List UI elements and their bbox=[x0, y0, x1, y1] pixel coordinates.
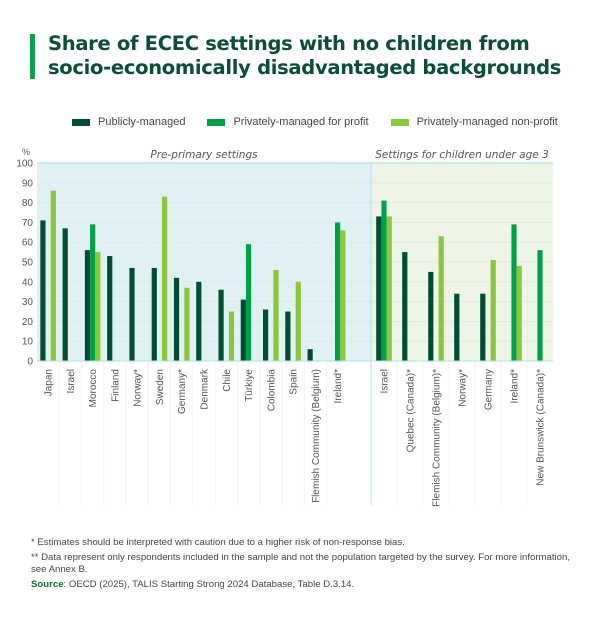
legend-item-private-non-profit: Privately-managed non-profit bbox=[390, 116, 558, 128]
x-tick-label: Ireland* bbox=[510, 369, 521, 404]
bar bbox=[184, 287, 190, 361]
bar bbox=[340, 230, 346, 361]
bar bbox=[511, 224, 517, 361]
legend-label-private-for-profit: Privately-managed for profit bbox=[233, 116, 369, 128]
x-tick-label: Finland bbox=[110, 369, 121, 402]
source-line: Source: OECD (2025), TALIS Starting Stro… bbox=[31, 579, 571, 591]
x-tick-label: Flemish Community (Belgium) bbox=[311, 369, 322, 503]
x-tick-label: Norway* bbox=[133, 369, 144, 407]
bar bbox=[537, 250, 543, 361]
bar bbox=[95, 252, 101, 361]
title-accent-bar bbox=[30, 34, 35, 79]
bar bbox=[162, 196, 168, 361]
bar bbox=[454, 293, 460, 361]
footnote-estimates: * Estimates should be interpreted with c… bbox=[31, 537, 405, 548]
bar bbox=[90, 224, 96, 361]
bar bbox=[285, 311, 291, 361]
y-tick-label-0: 0 bbox=[27, 357, 33, 368]
legend-swatch-private-non-profit bbox=[390, 118, 409, 126]
y-tick-label-70: 70 bbox=[22, 218, 34, 229]
bar-chart: 0 10 20 30 40 50 60 70 80 90 100% Pre-primary setti… bbox=[16, 147, 553, 507]
bar bbox=[480, 293, 486, 361]
legend-label-publicly-managed: Publicly-managed bbox=[98, 116, 186, 128]
bar bbox=[402, 252, 408, 361]
x-tick-label: Türkiye bbox=[244, 369, 255, 402]
y-tick-label-20: 20 bbox=[22, 317, 34, 328]
bar bbox=[228, 311, 235, 361]
x-tick-label: Ireland* bbox=[333, 369, 344, 404]
legend-swatch-private-for-profit bbox=[207, 118, 226, 126]
legend-label-private-non-profit: Privately-managed non-profit bbox=[416, 116, 558, 128]
chart-title-line-1: Share of ECEC settings with no children … bbox=[48, 32, 530, 55]
bar bbox=[84, 250, 91, 361]
legend: Publicly-managed Privately-managed for p… bbox=[72, 116, 558, 128]
x-tick-label: Spain bbox=[289, 369, 300, 395]
bar bbox=[196, 281, 202, 361]
bar bbox=[129, 267, 135, 361]
chart-title-line-2: socio-economically disadvantaged backgro… bbox=[48, 56, 562, 79]
bar bbox=[381, 200, 387, 361]
x-tick-label: New Brunswick (Canada)* bbox=[536, 369, 547, 486]
bar bbox=[307, 349, 313, 361]
bar bbox=[335, 222, 341, 361]
y-tick-label-60: 60 bbox=[22, 238, 34, 249]
y-tick-label-30: 30 bbox=[22, 297, 34, 308]
x-tick-label: Sweden bbox=[155, 369, 166, 405]
source-label: Source bbox=[31, 579, 64, 590]
footnote-respondents: ** Data represent only respondents inclu… bbox=[31, 552, 570, 575]
y-tick-label-90: 90 bbox=[22, 178, 34, 189]
bar bbox=[516, 265, 522, 361]
legend-item-publicly-managed: Publicly-managed bbox=[72, 116, 185, 128]
x-tick-label: Japan bbox=[44, 369, 55, 396]
bar bbox=[62, 228, 68, 361]
bar bbox=[386, 216, 392, 361]
x-tick-label: Flemish Community (Belgium)* bbox=[432, 369, 443, 507]
x-tick-label: Germany* bbox=[177, 369, 188, 414]
bar bbox=[295, 281, 301, 361]
bar bbox=[428, 271, 434, 361]
bar bbox=[376, 216, 382, 361]
bar bbox=[490, 260, 496, 361]
x-tick-label: Germany bbox=[484, 369, 495, 410]
legend-item-private-for-profit: Privately-managed for profit bbox=[207, 116, 369, 128]
bar bbox=[273, 269, 279, 361]
source-text: : OECD (2025), TALIS Starting Strong 202… bbox=[63, 579, 355, 590]
x-tick-label: Denmark bbox=[200, 368, 211, 410]
x-tick-label: Morocco bbox=[88, 369, 99, 408]
bar bbox=[263, 309, 269, 361]
footnotes: * Estimates should be interpreted with c… bbox=[31, 537, 571, 594]
chart-title: Share of ECEC settings with no children … bbox=[48, 32, 561, 80]
x-tick-label: Chile bbox=[222, 369, 233, 392]
bar bbox=[173, 277, 180, 361]
legend-swatch-publicly-managed bbox=[72, 118, 90, 126]
bar bbox=[240, 299, 246, 361]
bar bbox=[151, 267, 157, 361]
y-tick-label-40: 40 bbox=[22, 277, 34, 288]
bar bbox=[50, 190, 56, 361]
panel-pre-primary-title: Pre-primary settings bbox=[150, 149, 258, 161]
x-tick-label: Israel bbox=[380, 369, 391, 393]
x-tick-label: Quebec (Canada)* bbox=[406, 369, 417, 452]
y-tick-label-100: 100 bbox=[16, 159, 33, 170]
bar bbox=[218, 289, 224, 361]
y-tick-label-80: 80 bbox=[22, 198, 34, 209]
panel-under-3-title: Settings for children under age 3 bbox=[375, 149, 549, 161]
bar bbox=[438, 236, 444, 361]
y-tick-label-10: 10 bbox=[22, 337, 34, 348]
bar bbox=[40, 220, 46, 361]
bar bbox=[245, 244, 252, 361]
bar bbox=[107, 256, 113, 361]
y-tick-label-50: 50 bbox=[22, 258, 34, 269]
x-tick-label: Israel bbox=[66, 369, 77, 393]
x-tick-label: Colombia bbox=[266, 369, 277, 412]
x-tick-label: Norway* bbox=[458, 369, 469, 407]
y-axis-unit-label: % bbox=[22, 147, 30, 157]
